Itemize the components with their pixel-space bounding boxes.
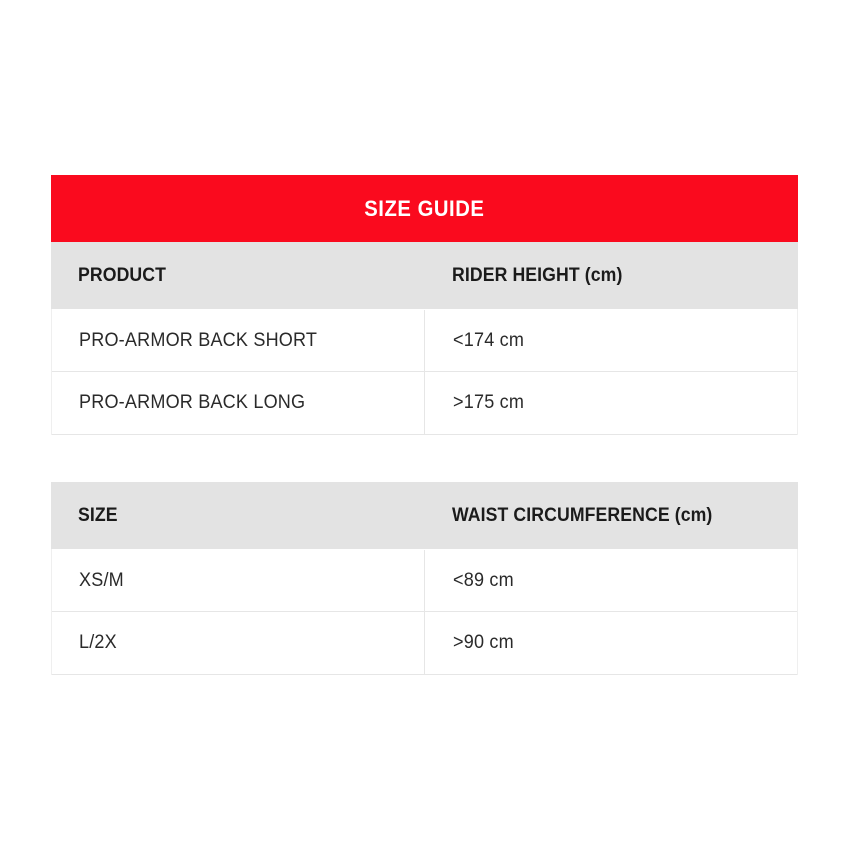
table-row: PRO-ARMOR BACK SHORT <174 cm xyxy=(52,309,797,372)
column-header-product-label: PRODUCT xyxy=(78,264,167,286)
table-row: PRO-ARMOR BACK LONG >175 cm xyxy=(52,372,797,435)
cell-rider-height: <174 cm xyxy=(424,310,797,371)
cell-size: L/2X xyxy=(52,612,424,674)
column-header-rider-height-label: RIDER HEIGHT (cm) xyxy=(452,264,623,286)
cell-waist-circumference: <89 cm xyxy=(424,550,797,611)
cell-rider-height-value: >175 cm xyxy=(453,392,525,413)
size-guide-banner: SIZE GUIDE xyxy=(51,175,798,242)
cell-rider-height-value: <174 cm xyxy=(453,329,525,351)
column-header-size: SIZE xyxy=(51,482,424,549)
size-guide-table-product-height: SIZE GUIDE PRODUCT RIDER HEIGHT (cm) PRO… xyxy=(51,175,798,435)
cell-waist-circumference-value: >90 cm xyxy=(453,632,514,653)
table-header-row: SIZE WAIST CIRCUMFERENCE (cm) xyxy=(51,482,798,549)
table-body: PRO-ARMOR BACK SHORT <174 cm PRO-ARMOR B… xyxy=(51,309,798,435)
cell-size-value: L/2X xyxy=(79,632,117,653)
table-header-row: PRODUCT RIDER HEIGHT (cm) xyxy=(51,242,798,309)
column-header-waist-circumference-label: WAIST CIRCUMFERENCE (cm) xyxy=(452,504,713,526)
cell-product-name-value: PRO-ARMOR BACK SHORT xyxy=(79,329,318,351)
cell-size: XS/M xyxy=(52,550,424,611)
cell-product-name: PRO-ARMOR BACK SHORT xyxy=(52,310,424,371)
cell-size-value: XS/M xyxy=(79,569,124,591)
table-body: XS/M <89 cm L/2X >90 cm xyxy=(51,549,798,675)
cell-waist-circumference: >90 cm xyxy=(424,612,797,674)
column-header-size-label: SIZE xyxy=(78,504,118,526)
column-header-rider-height: RIDER HEIGHT (cm) xyxy=(424,242,798,309)
cell-product-name-value: PRO-ARMOR BACK LONG xyxy=(79,392,306,413)
column-header-waist-circumference: WAIST CIRCUMFERENCE (cm) xyxy=(424,482,798,549)
cell-waist-circumference-value: <89 cm xyxy=(453,569,514,591)
size-guide-title: SIZE GUIDE xyxy=(364,195,485,221)
table-row: XS/M <89 cm xyxy=(52,549,797,612)
table-row: L/2X >90 cm xyxy=(52,612,797,675)
size-guide-table-size-waist: SIZE WAIST CIRCUMFERENCE (cm) XS/M <89 c… xyxy=(51,482,798,675)
column-header-product: PRODUCT xyxy=(51,242,424,309)
cell-rider-height: >175 cm xyxy=(424,372,797,434)
cell-product-name: PRO-ARMOR BACK LONG xyxy=(52,372,424,434)
